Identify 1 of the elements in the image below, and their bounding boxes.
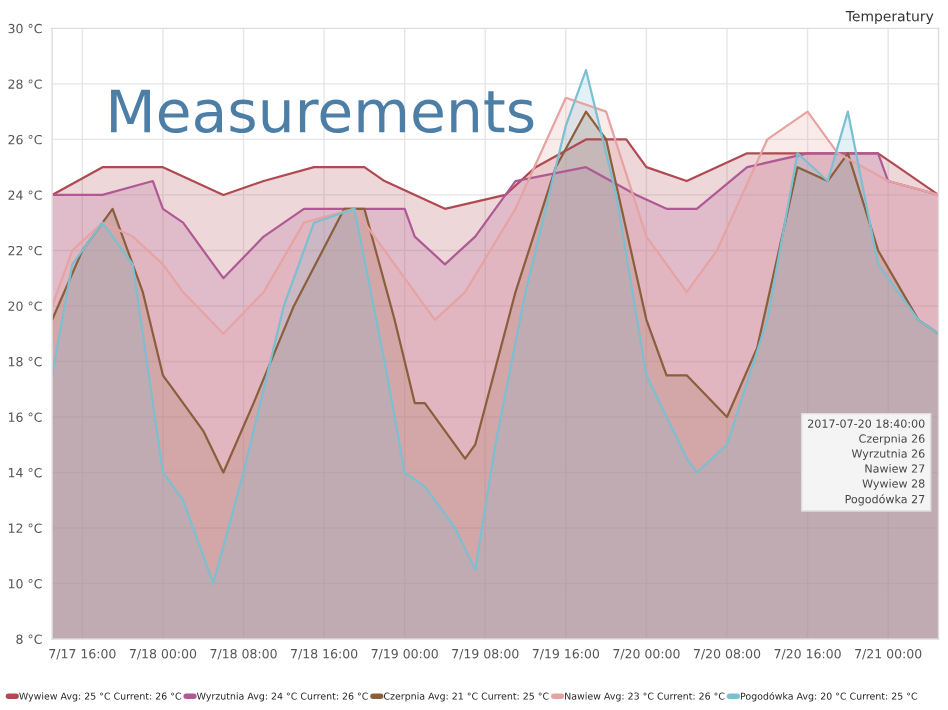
text: Measurements [111,89,534,134]
